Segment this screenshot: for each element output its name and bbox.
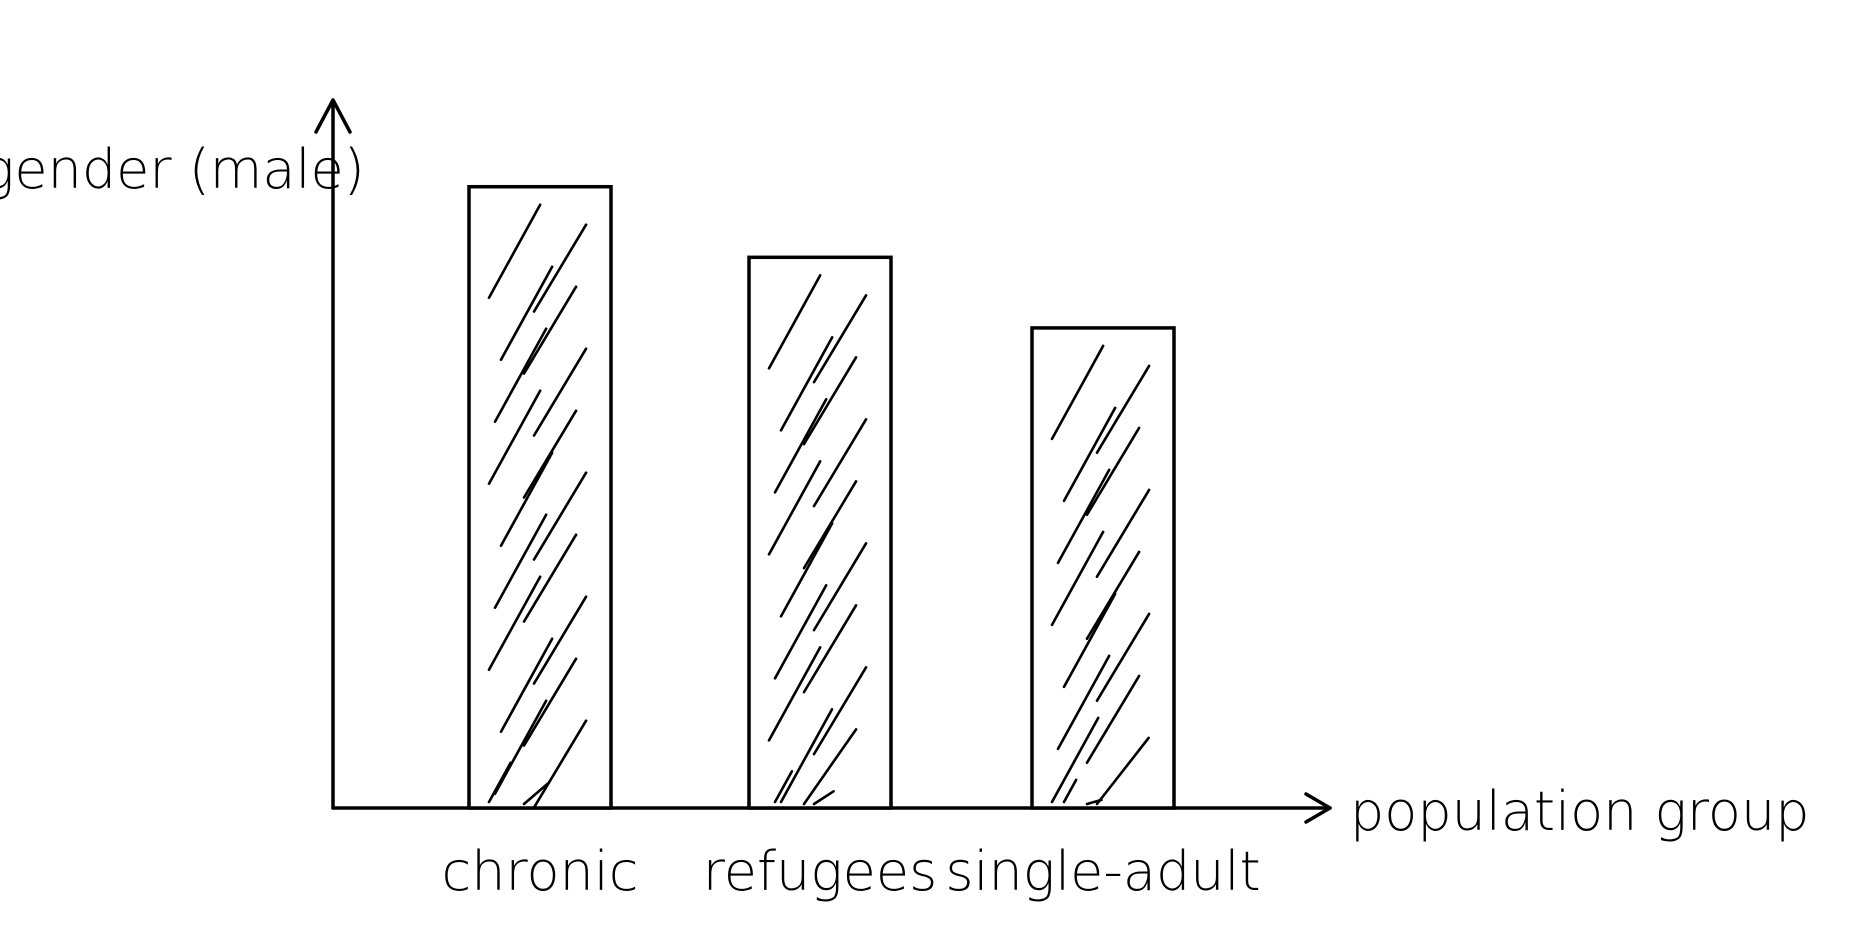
bar-hatch-stroke <box>1085 426 1141 517</box>
bar-hatch-stroke <box>1056 654 1111 751</box>
bar-hatch-stroke <box>532 223 588 313</box>
bar-hatch-stroke <box>779 708 834 804</box>
bar-hatch-stroke <box>1056 468 1111 565</box>
bar-hatch-stroke <box>487 203 542 300</box>
bar-hatch-stroke <box>812 294 868 384</box>
bar-hatch-stroke <box>493 513 548 610</box>
bar-hatch-stroke <box>773 584 828 680</box>
bar-hatch-stroke <box>767 274 822 370</box>
bar-hatch-stroke <box>812 542 868 632</box>
bar-hatch-stroke <box>487 761 512 804</box>
bar-hatch-stroke <box>802 728 858 806</box>
bar-hatch-stroke <box>532 471 588 561</box>
bar-hatch-stroke <box>773 398 828 494</box>
bar-hatch-stroke <box>499 265 554 362</box>
x-axis-arrowhead <box>1304 792 1332 824</box>
x-tick-label: refugees <box>703 840 937 903</box>
bar-rect <box>467 184 613 810</box>
bar-hatch-stroke <box>1085 674 1141 765</box>
bar-hatch-stroke <box>812 666 868 756</box>
bar-chronic <box>467 184 613 810</box>
bar-hatch-stroke <box>767 646 822 742</box>
bar-rect <box>747 255 893 810</box>
bar-hatch-stroke <box>522 285 578 375</box>
bar-hatch-stroke <box>779 336 834 432</box>
bar-hatch-stroke <box>1085 798 1103 806</box>
bar-hatch-stroke <box>499 451 554 548</box>
bar-hatch-stroke <box>1095 736 1150 806</box>
bar-hatch-stroke <box>767 460 822 556</box>
bar-hatch-stroke <box>773 770 794 804</box>
bar-hatch-stroke <box>532 347 588 437</box>
bar-single-adult <box>1030 326 1176 810</box>
bar-hatch-stroke <box>487 389 542 486</box>
y-axis-arrowhead <box>314 98 352 134</box>
bar-hatch-stroke <box>1095 364 1151 455</box>
bar-hatch-stroke <box>779 522 834 618</box>
bar-hatch-stroke <box>493 327 548 424</box>
bar-hatch-stroke <box>812 418 868 508</box>
bar-hatch-stroke <box>522 657 578 747</box>
bar-hatch-stroke <box>532 595 588 685</box>
bar-hatch-stroke <box>812 790 835 806</box>
y-axis-label: gender (male) <box>0 138 365 201</box>
bar-hatch-stroke <box>499 637 554 734</box>
bar-hatch-stroke <box>1062 592 1117 689</box>
bar-hatch-stroke <box>1050 716 1100 804</box>
x-axis-label: population group <box>1350 780 1809 843</box>
bars-layer <box>467 184 1176 810</box>
x-tick-label: single-adult <box>945 840 1260 903</box>
bar-hatch-stroke <box>522 781 551 806</box>
bar-refugees <box>747 255 893 810</box>
bar-hatch-stroke <box>532 719 588 809</box>
bar-hatch-stroke <box>1050 344 1105 441</box>
x-tick-label: chronic <box>442 840 639 903</box>
bar-hatch-stroke <box>802 356 858 446</box>
tick-labels-layer: chronic refugees single-adult <box>442 840 1261 903</box>
bar-hatch-stroke <box>1062 406 1117 503</box>
bar-hatch-stroke <box>1095 488 1151 579</box>
bar-hatch-stroke <box>1050 530 1105 627</box>
bar-hatch-stroke <box>522 533 578 623</box>
bar-hatch-stroke <box>802 604 858 694</box>
bar-hatch-stroke <box>1095 612 1151 703</box>
bar-hatch-stroke <box>487 575 542 672</box>
bar-hatch-stroke <box>1062 778 1078 804</box>
